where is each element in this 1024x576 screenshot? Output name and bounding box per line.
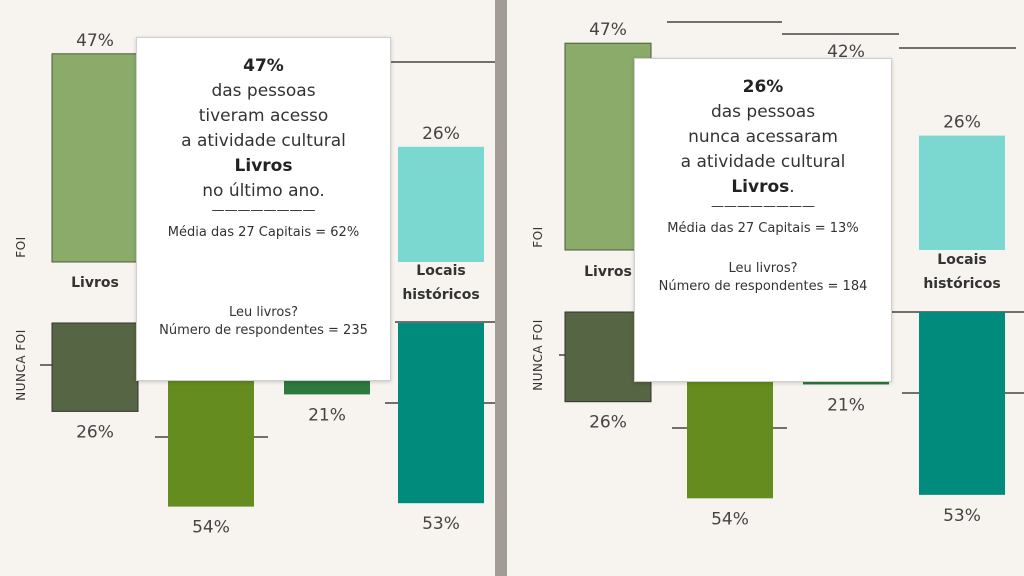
tooltip-line: das pessoas (211, 81, 316, 101)
tooltip-average: Média das 27 Capitais = 13% (667, 221, 859, 236)
value-label-nunca-foi: 53% (943, 506, 981, 526)
category-label: históricos (402, 287, 479, 303)
tooltip-respondents: Número de respondentes = 235 (159, 323, 368, 338)
tooltip-value: 26% (742, 77, 784, 97)
tooltip-activity-suffix: . (789, 177, 795, 197)
panel-divider (495, 0, 507, 576)
axis-label-nunca-foi: NUNCA FOI (14, 329, 28, 401)
category-label: históricos (923, 276, 1000, 292)
tooltip-line: a atividade cultural (181, 131, 346, 151)
bar-nunca-foi (51, 322, 139, 412)
left-chart: FOI NUNCA FOI 47% 26% 54% 21% 26% 53% Livros Loca… (14, 31, 495, 538)
right-panel: FOI NUNCA FOI 47% 26% 54% 42% 21% 26% 53% Livros L… (507, 0, 1024, 576)
tooltip-activity: Livros (234, 156, 293, 176)
tooltip-question: Leu livros? (229, 305, 298, 320)
category-label: Locais (416, 263, 465, 279)
tooltip-activity: Livros (731, 177, 790, 197)
tooltip-activity-line: Livros. (635, 175, 891, 200)
tooltip-value: 47% (243, 56, 284, 76)
tooltip-rule: ———————— (711, 199, 815, 214)
value-label-foi: 47% (589, 20, 627, 40)
tooltip-respondents: Número de respondentes = 184 (658, 279, 868, 294)
tooltip-average: Média das 27 Capitais = 62% (167, 225, 360, 240)
category-label: Livros (71, 275, 119, 291)
tooltip-line: das pessoas (710, 102, 816, 122)
right-tooltip: 26% das pessoas nunca acessaram a ativid… (634, 58, 892, 382)
category-label: Livros (584, 264, 632, 280)
left-panel: FOI NUNCA FOI 47% 26% 54% 21% 26% 53% Livros Loca… (0, 0, 495, 576)
bar-foi (398, 146, 484, 262)
value-label-nunca-foi: 21% (308, 405, 346, 425)
value-label-foi: 42% (827, 42, 865, 62)
tooltip-line: tiveram acesso (198, 106, 329, 126)
value-label-foi: 26% (422, 124, 460, 144)
bar-foi (919, 135, 1005, 250)
tooltip-line: nunca acessaram (688, 127, 838, 147)
left-tooltip: 47% das pessoas tiveram acesso a ativida… (136, 37, 391, 381)
axis-label-foi: FOI (14, 236, 28, 257)
category-label: Locais (937, 252, 986, 268)
tooltip-line: a atividade cultural (680, 152, 846, 172)
value-label-foi: 47% (76, 31, 114, 51)
tooltip-question: Leu livros? (728, 261, 798, 276)
bar-nunca-foi (919, 312, 1005, 495)
value-label-foi: 26% (943, 113, 981, 133)
bar-foi (51, 53, 139, 263)
value-label-nunca-foi: 21% (827, 395, 865, 415)
tooltip-rule: ———————— (211, 203, 316, 218)
value-label-nunca-foi: 53% (422, 514, 460, 534)
tooltip-line: no último ano. (202, 181, 325, 201)
value-label-nunca-foi: 54% (711, 509, 749, 529)
axis-label-nunca-foi: NUNCA FOI (531, 319, 545, 391)
value-label-nunca-foi: 26% (589, 413, 627, 433)
value-label-nunca-foi: 54% (192, 518, 230, 538)
bar-nunca-foi (398, 323, 484, 504)
axis-label-foi: FOI (531, 226, 545, 247)
value-label-nunca-foi: 26% (76, 422, 114, 442)
